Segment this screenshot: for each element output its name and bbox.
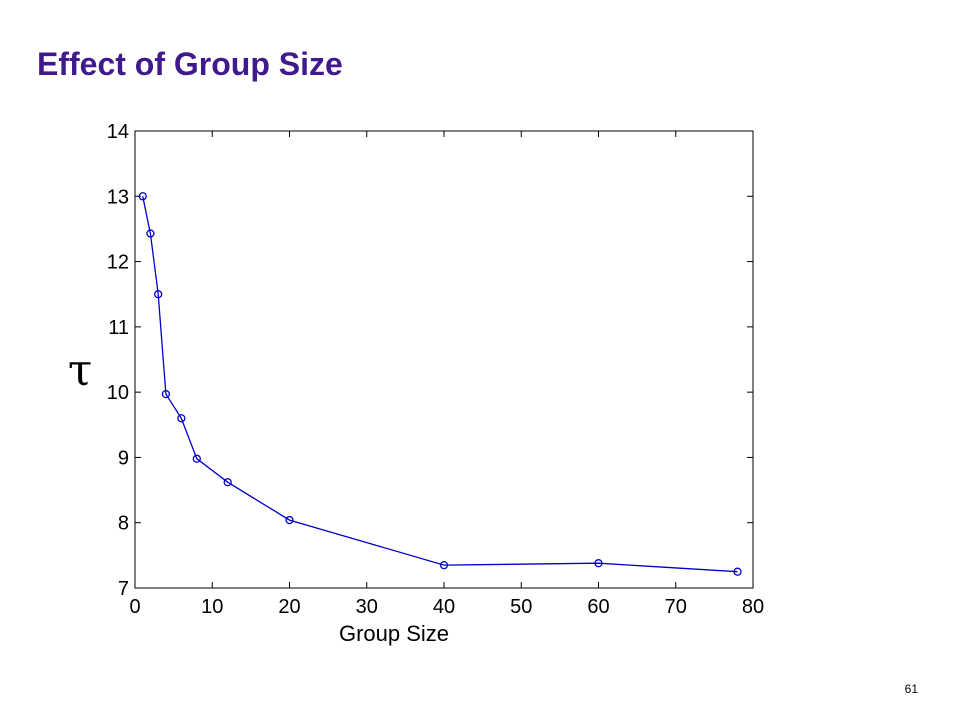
plot-frame-box	[134, 130, 754, 589]
series-line	[142, 196, 738, 573]
tick-labels: 0 10 20 30 40 50 60 70 80 7 8 9 10 11 12 13 14	[107, 121, 764, 618]
y-tick-label: 14	[107, 121, 129, 143]
y-tick-label: 7	[118, 578, 129, 600]
data-point-marker	[138, 192, 147, 201]
x-tick-label: 80	[742, 596, 764, 618]
page-number: 61	[904, 682, 918, 696]
y-axis-label: τ	[68, 345, 92, 396]
axis-ticks	[134, 130, 754, 589]
plot-frame	[134, 130, 754, 589]
data-point-marker	[192, 454, 201, 463]
x-tick-label: 70	[665, 596, 687, 618]
y-tick-label: 13	[107, 186, 129, 208]
data-point-marker	[154, 290, 163, 299]
data-point-marker	[223, 478, 232, 487]
y-tick-label: 9	[118, 447, 129, 469]
data-point-marker	[594, 559, 603, 568]
y-tick-label: 11	[108, 317, 129, 339]
data-point-marker	[177, 414, 186, 423]
y-tick-label: 10	[107, 382, 129, 404]
data-point-marker	[146, 229, 155, 238]
y-tick-label: 12	[107, 252, 129, 274]
data-series	[138, 192, 742, 576]
data-point-marker	[161, 389, 171, 399]
x-axis-label: Group Size	[339, 621, 449, 646]
x-tick-label: 40	[433, 596, 455, 618]
data-point-marker	[733, 567, 742, 576]
x-tick-label: 10	[201, 596, 223, 618]
x-tick-label: 60	[587, 596, 609, 618]
x-tick-label: 20	[278, 596, 300, 618]
slide-title: Effect of Group Size	[37, 46, 343, 82]
x-tick-label: 50	[510, 596, 532, 618]
x-tick-label: 30	[356, 596, 378, 618]
data-point-marker	[285, 515, 294, 525]
y-tick-label: 8	[118, 513, 129, 535]
x-tick-label: 0	[129, 596, 140, 618]
data-point-marker	[439, 561, 449, 570]
